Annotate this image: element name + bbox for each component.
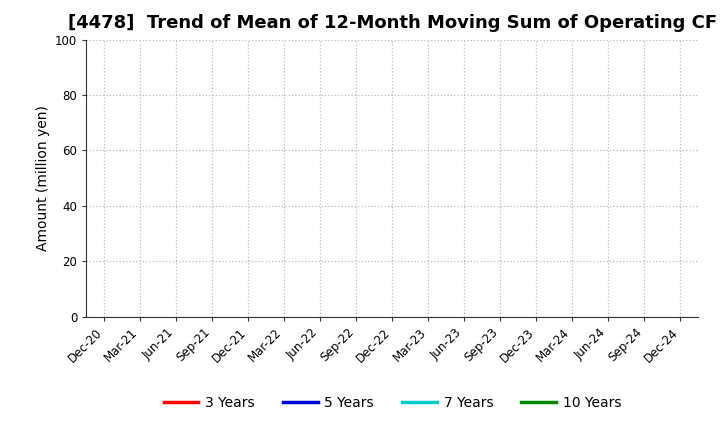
Legend: 3 Years, 5 Years, 7 Years, 10 Years: 3 Years, 5 Years, 7 Years, 10 Years — [158, 390, 626, 415]
Title: [4478]  Trend of Mean of 12-Month Moving Sum of Operating CF: [4478] Trend of Mean of 12-Month Moving … — [68, 15, 717, 33]
Y-axis label: Amount (million yen): Amount (million yen) — [35, 105, 50, 251]
